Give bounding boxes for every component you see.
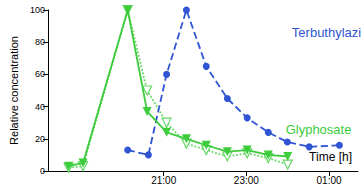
svg-text:100: 100: [30, 5, 45, 15]
svg-text:23:00: 23:00: [234, 175, 259, 186]
svg-text:01:00: 01:00: [317, 175, 342, 186]
svg-text:20: 20: [35, 134, 45, 144]
svg-text:80: 80: [35, 37, 45, 47]
svg-text:0: 0: [40, 166, 45, 176]
svg-text:21:00: 21:00: [151, 175, 176, 186]
svg-text:Relative concentration: Relative concentration: [8, 36, 20, 145]
svg-text:Glyphosate: Glyphosate: [286, 122, 352, 137]
svg-text:Time [h]: Time [h]: [309, 150, 352, 164]
svg-text:Terbuthylazin: Terbuthylazin: [292, 25, 361, 40]
svg-text:40: 40: [35, 102, 45, 112]
svg-text:60: 60: [35, 69, 45, 79]
